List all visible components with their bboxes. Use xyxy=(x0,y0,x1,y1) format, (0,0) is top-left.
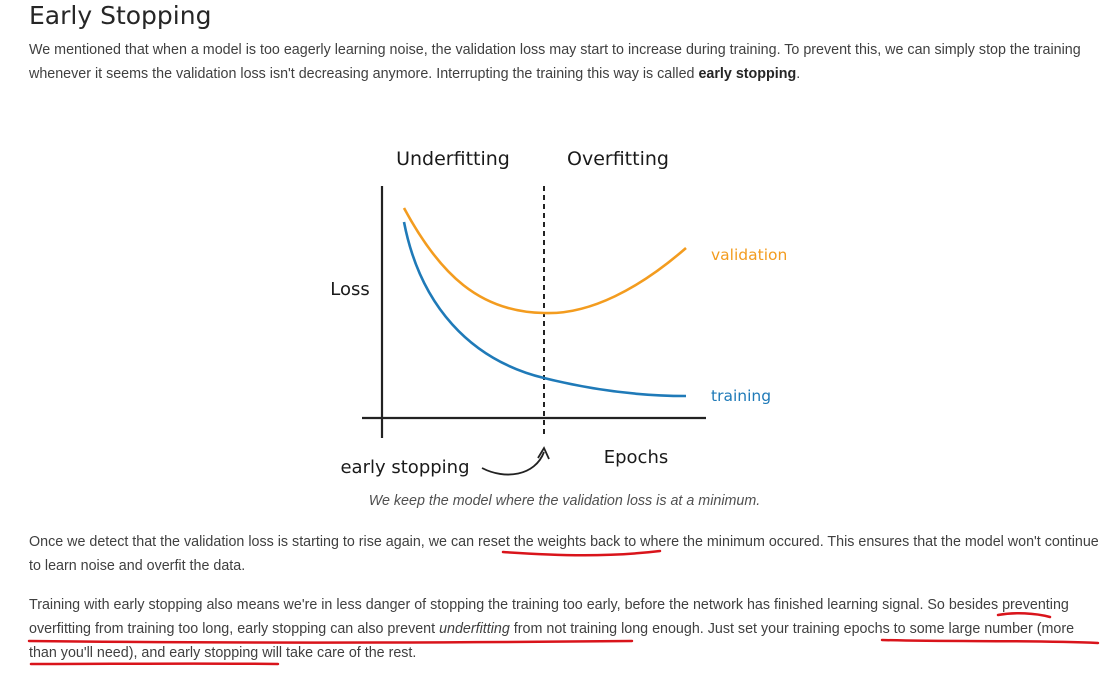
section-heading: Early Stopping xyxy=(29,1,212,30)
para3-text-a: Training with early stopping also means … xyxy=(29,597,1069,637)
arrow-head-icon xyxy=(537,446,550,460)
para3-text-b: from not training long enough. Just set … xyxy=(29,621,1075,661)
early-stopping-figure: Underfitting Overfitting Loss validation… xyxy=(320,130,800,490)
training-label: training xyxy=(711,387,771,405)
early-stopping-label: early stopping xyxy=(340,457,469,478)
loss-curve-diagram: Underfitting Overfitting Loss validation… xyxy=(330,148,787,478)
validation-label: validation xyxy=(711,246,787,264)
intro-text: We mentioned that when a model is too ea… xyxy=(29,42,1081,82)
para2-highlight: reset the weights back to xyxy=(478,534,637,550)
para3-italic-term: underfitting xyxy=(439,621,510,637)
intro-end: . xyxy=(796,66,801,82)
reset-weights-paragraph: Once we detect that the validation loss … xyxy=(29,530,1104,578)
underfitting-paragraph: Training with early stopping also means … xyxy=(29,593,1104,665)
training-curve xyxy=(402,221,687,398)
early-stopping-arrow xyxy=(481,451,545,476)
intro-bold-term: early stopping xyxy=(698,66,797,82)
validation-curve xyxy=(402,207,687,315)
loss-axis-label: Loss xyxy=(330,279,369,300)
epochs-axis-label: Epochs xyxy=(604,447,669,468)
underfitting-label: Underfitting xyxy=(396,148,510,170)
intro-paragraph: We mentioned that when a model is too ea… xyxy=(29,38,1104,86)
para2-text-a: Once we detect that the validation loss … xyxy=(29,534,479,550)
figure-caption: We keep the model where the validation l… xyxy=(368,493,761,509)
overfitting-label: Overfitting xyxy=(567,148,669,170)
para2-text-c: where the minimum occured. This ensures … xyxy=(29,534,1099,574)
